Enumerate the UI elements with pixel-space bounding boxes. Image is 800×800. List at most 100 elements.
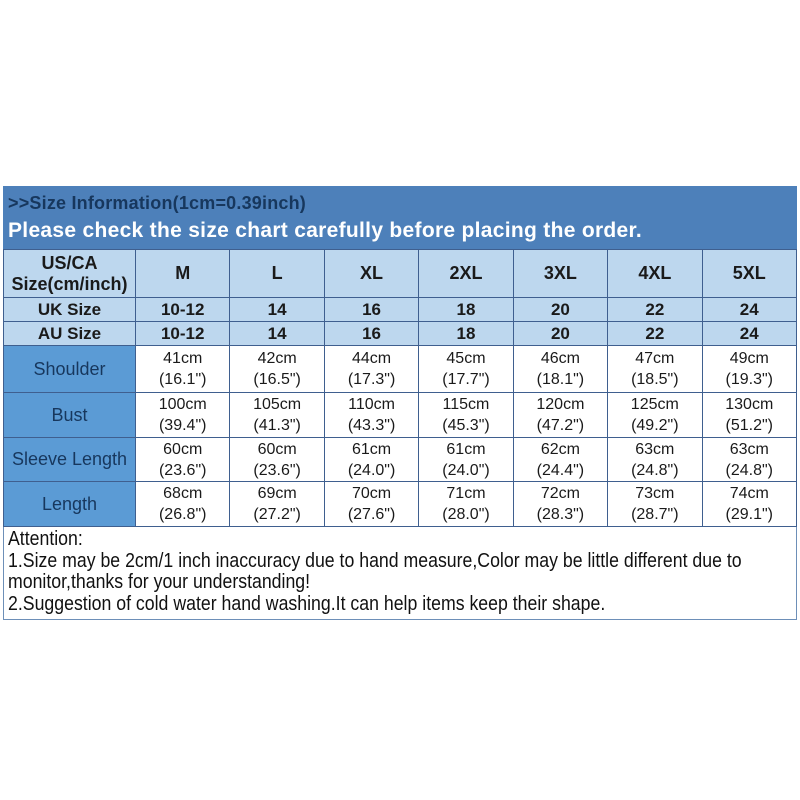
au-size-value: 24 — [701, 321, 798, 346]
inch-value: (47.2") — [536, 417, 585, 434]
cm-value: 130cm — [725, 396, 774, 413]
attention-title: Attention: — [8, 528, 83, 550]
measurement-cell: 60cm (23.6") — [134, 437, 231, 482]
column-header-2xl: 2XL — [418, 249, 514, 298]
measurement-cell: 120cm (47.2") — [512, 392, 609, 438]
au-size-value: 14 — [229, 321, 325, 346]
cm-value: 125cm — [630, 396, 679, 413]
inch-value: (26.8") — [158, 506, 207, 523]
cm-value: 73cm — [635, 485, 675, 502]
measurement-cell: 60cm (23.6") — [229, 437, 325, 482]
cm-value: 47cm — [635, 350, 675, 367]
inch-value: (28.3") — [536, 506, 585, 523]
uk-size-value: 22 — [607, 297, 703, 322]
cm-value: 42cm — [257, 350, 297, 367]
measurement-cell: 41cm (16.1") — [134, 345, 231, 393]
measurement-cell: 72cm (28.3") — [512, 481, 609, 527]
cm-value: 60cm — [163, 440, 203, 458]
cm-value: 49cm — [729, 350, 769, 367]
cm-value: 46cm — [540, 350, 580, 367]
measurement-cell: 73cm (28.7") — [607, 481, 703, 527]
measurement-cell: 47cm (18.5") — [607, 345, 703, 393]
column-header-l: L — [229, 249, 325, 298]
attention-text: Attention: 1.Size may be 2cm/1 inch inac… — [8, 528, 794, 615]
au-size-value: 10-12 — [134, 321, 231, 346]
au-size-value: 20 — [512, 321, 609, 346]
inch-value: (19.3") — [725, 371, 773, 388]
cm-value: 41cm — [163, 350, 203, 367]
cm-value: 120cm — [536, 396, 585, 413]
inch-value: (18.5") — [631, 371, 679, 388]
measurement-cell: 110cm (43.3") — [323, 392, 420, 438]
uk-size-value: 16 — [323, 297, 420, 322]
measurement-cell: 70cm (27.6") — [323, 481, 420, 527]
inch-value: (24.8") — [725, 461, 773, 479]
inch-value: (18.1") — [536, 371, 585, 388]
inch-value: (41.3") — [253, 417, 301, 434]
measurement-cell: 69cm (27.2") — [229, 481, 325, 527]
inch-value: (28.7") — [631, 506, 679, 523]
cm-value: 68cm — [163, 485, 203, 502]
uk-size-value: 10-12 — [134, 297, 231, 322]
cm-value: 62cm — [540, 440, 580, 458]
inch-value: (17.3") — [347, 371, 396, 388]
header-row: US/CA Size(cm/inch) M L XL 2XL 3XL 4XL 5… — [3, 249, 798, 298]
bust-label: Bust — [3, 392, 136, 438]
measurement-cell: 42cm (16.5") — [229, 345, 325, 393]
inch-value: (16.1") — [158, 371, 207, 388]
measurement-cell: 49cm (19.3") — [701, 345, 798, 393]
measurement-cell: 71cm (28.0") — [418, 481, 514, 527]
uk-size-value: 14 — [229, 297, 325, 322]
cm-value: 45cm — [446, 350, 486, 367]
cm-value: 115cm — [442, 396, 490, 413]
inch-value: (16.5") — [253, 371, 301, 388]
measurement-cell: 105cm (41.3") — [229, 392, 325, 438]
inch-value: (24.4") — [536, 461, 585, 479]
column-header-m: M — [134, 249, 231, 298]
measurement-cell: 44cm (17.3") — [323, 345, 420, 393]
cm-value: 69cm — [257, 485, 297, 502]
inch-value: (28.0") — [442, 506, 490, 523]
size-chart-notice: Please check the size chart carefully be… — [8, 219, 642, 242]
corner-header-line2: Size(cm/inch) — [11, 273, 128, 294]
corner-header-line1: US/CA — [41, 252, 98, 273]
sleeve-length-label: Sleeve Length — [3, 437, 136, 482]
inch-value: (29.1") — [725, 506, 773, 523]
measurement-cell: 45cm (17.7") — [418, 345, 514, 393]
measurement-cell: 61cm (24.0") — [418, 437, 514, 482]
inch-value: (43.3") — [347, 417, 396, 434]
inch-value: (51.2") — [725, 417, 773, 434]
shoulder-row: Shoulder 41cm (16.1") 42cm (16.5") 44cm … — [3, 345, 798, 393]
cm-value: 61cm — [446, 440, 486, 458]
measurement-cell: 130cm (51.2") — [701, 392, 798, 438]
size-info-title: >>Size Information(1cm=0.39inch) — [8, 193, 306, 213]
measurement-cell: 125cm (49.2") — [607, 392, 703, 438]
inch-value: (45.3") — [442, 417, 490, 434]
bust-row: Bust 100cm (39.4") 105cm (41.3") 110cm (… — [3, 392, 798, 438]
uk-size-row: UK Size 10-12 14 16 18 20 22 24 — [3, 297, 798, 322]
size-info-banner: >>Size Information(1cm=0.39inch) Please … — [3, 186, 797, 249]
measurement-cell: 46cm (18.1") — [512, 345, 609, 393]
measurement-cell: 63cm (24.8") — [607, 437, 703, 482]
uk-size-value: 24 — [701, 297, 798, 322]
measurement-cell: 74cm (29.1") — [701, 481, 798, 527]
cm-value: 110cm — [348, 396, 395, 413]
cm-value: 70cm — [351, 485, 392, 502]
inch-value: (17.7") — [442, 371, 490, 388]
cm-value: 71cm — [446, 485, 486, 502]
inch-value: (27.6") — [347, 506, 396, 523]
cm-value: 61cm — [351, 440, 392, 458]
au-size-value: 22 — [607, 321, 703, 346]
inch-value: (49.2") — [631, 417, 679, 434]
au-size-value: 18 — [418, 321, 514, 346]
column-header-4xl: 4XL — [607, 249, 703, 298]
inch-value: (24.0") — [442, 461, 490, 479]
measurement-cell: 115cm (45.3") — [418, 392, 514, 438]
cm-value: 44cm — [351, 350, 392, 367]
uk-size-value: 18 — [418, 297, 514, 322]
cm-value: 72cm — [540, 485, 580, 502]
column-header-5xl: 5XL — [701, 249, 798, 298]
attention-note-1: 1.Size may be 2cm/1 inch inaccuracy due … — [8, 549, 742, 593]
inch-value: (24.0") — [347, 461, 396, 479]
cm-value: 63cm — [729, 440, 769, 458]
